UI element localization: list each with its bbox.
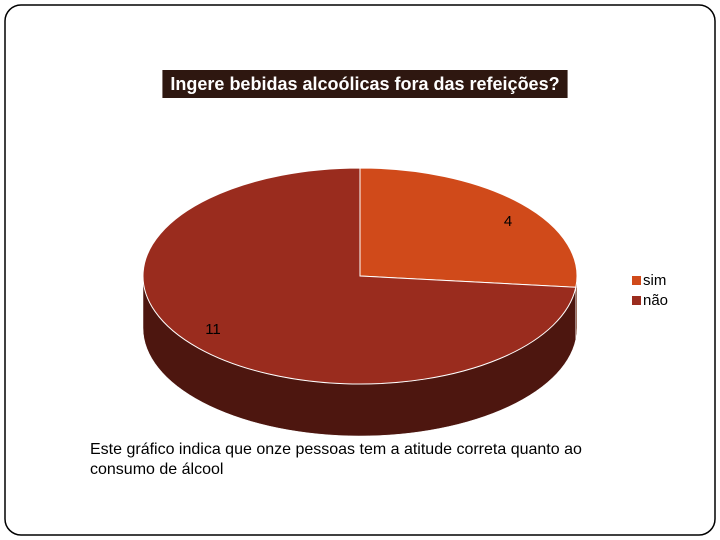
title-box <box>162 70 568 98</box>
pie-slice <box>359 167 578 288</box>
legend-swatch <box>632 296 641 305</box>
chart-title: Ingere bebidas alcoólicas fora das refei… <box>170 74 559 94</box>
legend-swatch <box>632 276 641 285</box>
caption: Este gráfico indica que onze pessoas tem… <box>90 441 582 478</box>
data-label: 4 <box>504 213 512 230</box>
data-label: 11 <box>205 321 221 338</box>
pie-slice <box>142 167 577 385</box>
legend-label: não <box>643 292 668 309</box>
legend-label: sim <box>643 272 666 289</box>
